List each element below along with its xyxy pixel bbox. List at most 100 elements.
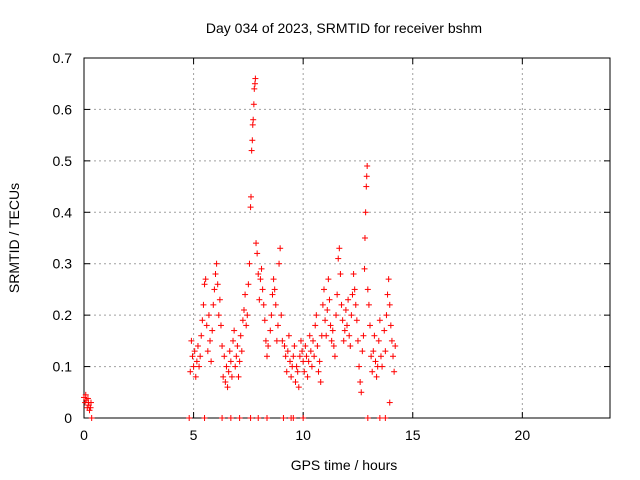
data-point <box>254 250 261 257</box>
data-point <box>198 332 205 339</box>
data-point <box>219 343 226 349</box>
data-point <box>288 415 295 421</box>
y-tick-label: 0 <box>64 410 72 426</box>
data-point <box>336 245 343 252</box>
data-point <box>251 80 258 87</box>
data-point <box>313 312 320 319</box>
data-point <box>357 379 364 385</box>
data-point <box>189 353 196 360</box>
data-point <box>364 415 371 421</box>
x-tick-label: 5 <box>190 427 198 443</box>
data-point <box>234 343 241 349</box>
data-point <box>337 271 344 277</box>
data-point <box>331 353 338 360</box>
data-point <box>86 407 93 414</box>
data-point <box>214 281 221 288</box>
data-point <box>211 286 218 293</box>
data-point <box>370 348 377 355</box>
data-point <box>269 291 276 298</box>
data-point <box>188 337 195 344</box>
data-point <box>202 276 209 283</box>
data-point <box>294 368 301 375</box>
data-point <box>373 373 380 380</box>
data-point <box>201 281 208 288</box>
data-point <box>372 358 379 365</box>
data-point <box>252 75 259 82</box>
data-point <box>199 317 206 324</box>
data-point <box>302 343 309 349</box>
data-point <box>354 337 361 344</box>
data-point <box>310 337 317 344</box>
data-point <box>290 353 297 360</box>
data-point <box>312 322 319 329</box>
x-tick-label: 10 <box>295 427 311 443</box>
data-point <box>264 353 271 360</box>
data-point <box>278 312 285 319</box>
data-point <box>222 379 229 385</box>
y-tick-label: 0.2 <box>53 307 73 323</box>
data-point <box>268 312 275 319</box>
data-point <box>244 312 251 319</box>
data-point <box>270 276 277 283</box>
data-point <box>382 348 389 355</box>
data-point <box>242 291 249 298</box>
data-point <box>227 415 234 421</box>
data-point <box>236 358 243 365</box>
data-point <box>274 322 281 329</box>
data-point <box>212 271 219 277</box>
data-point <box>227 358 234 365</box>
data-point <box>271 286 278 293</box>
data-point <box>284 348 291 355</box>
data-point <box>335 255 342 262</box>
y-tick-label: 0.6 <box>53 101 73 117</box>
data-point <box>304 373 311 380</box>
data-point <box>383 312 390 319</box>
data-point <box>305 358 312 365</box>
data-point <box>193 358 200 365</box>
data-point <box>217 322 224 329</box>
data-point <box>296 353 303 360</box>
data-point <box>204 348 211 355</box>
data-point <box>258 265 265 272</box>
data-point <box>300 415 307 421</box>
data-point <box>279 337 286 344</box>
data-point <box>324 307 331 313</box>
data-point <box>235 373 242 380</box>
data-point <box>247 204 254 211</box>
chart-title: Day 034 of 2023, SRMTID for receiver bsh… <box>206 20 482 36</box>
data-point <box>388 337 395 344</box>
data-point <box>353 317 360 324</box>
data-point <box>246 260 253 267</box>
data-point <box>342 307 349 313</box>
data-point <box>282 353 289 360</box>
data-point <box>326 296 333 303</box>
data-point <box>82 391 89 398</box>
data-point <box>219 415 226 421</box>
data-point <box>364 286 371 293</box>
data-point <box>224 384 231 391</box>
data-point <box>208 358 215 365</box>
y-tick-label: 0.7 <box>53 50 73 66</box>
data-point <box>256 296 263 303</box>
data-point <box>346 332 353 339</box>
data-point <box>225 368 232 375</box>
data-point <box>376 415 383 421</box>
data-point <box>375 337 382 344</box>
data-point <box>315 368 322 375</box>
data-point <box>392 343 399 349</box>
data-point <box>88 415 95 421</box>
data-point <box>207 337 214 344</box>
axis-ticks: 0 5 10 15 20 0 0.1 0.2 0.3 0.4 0.5 0.6 0.7 <box>53 50 610 443</box>
data-point <box>194 343 201 349</box>
data-point <box>341 327 348 334</box>
plot-frame <box>83 57 611 419</box>
data-point <box>285 332 292 339</box>
data-point <box>228 373 235 380</box>
data-point <box>251 85 258 92</box>
data-point <box>386 399 393 406</box>
data-point <box>216 296 223 303</box>
data-point <box>220 373 227 380</box>
data-point <box>223 363 230 370</box>
data-point <box>330 343 337 349</box>
